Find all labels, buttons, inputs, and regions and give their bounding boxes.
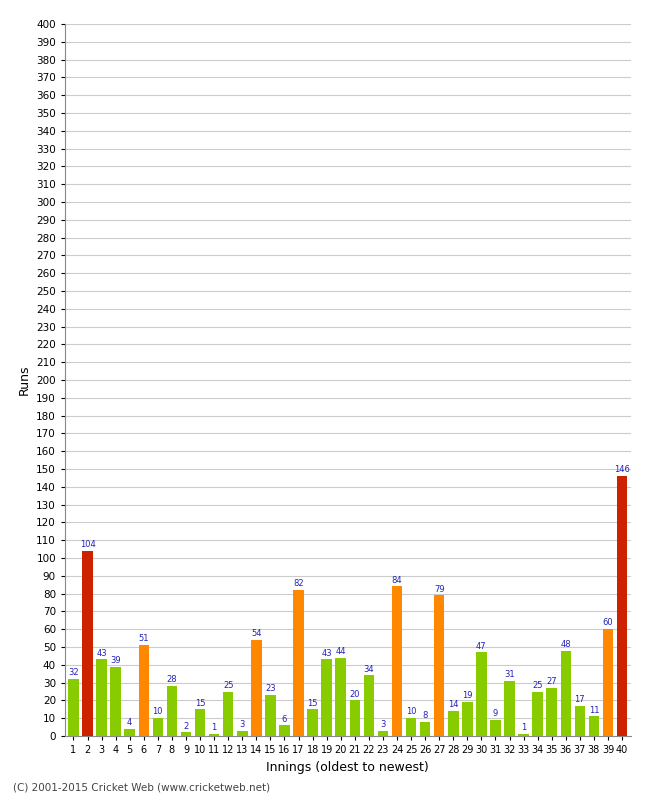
Text: 104: 104	[80, 540, 96, 549]
Bar	[504, 681, 515, 736]
Bar	[279, 726, 290, 736]
Text: 14: 14	[448, 700, 458, 710]
Bar	[560, 650, 571, 736]
Text: 43: 43	[321, 649, 332, 658]
Bar	[335, 658, 346, 736]
Bar	[420, 722, 430, 736]
Text: 31: 31	[504, 670, 515, 679]
Text: 51: 51	[138, 634, 149, 643]
Text: 11: 11	[589, 706, 599, 714]
Bar	[321, 659, 332, 736]
Text: 25: 25	[223, 681, 233, 690]
Bar	[251, 640, 261, 736]
Text: 10: 10	[153, 707, 163, 717]
Bar	[617, 476, 627, 736]
Bar	[83, 551, 93, 736]
Bar	[265, 695, 276, 736]
Bar	[547, 688, 557, 736]
Text: 54: 54	[251, 629, 261, 638]
Text: 2: 2	[183, 722, 188, 730]
Bar	[392, 586, 402, 736]
Text: 44: 44	[335, 647, 346, 656]
Bar	[307, 710, 318, 736]
Bar	[350, 701, 360, 736]
Text: 34: 34	[363, 665, 374, 674]
Bar	[589, 717, 599, 736]
Bar	[603, 630, 613, 736]
Bar	[223, 691, 233, 736]
Text: (C) 2001-2015 Cricket Web (www.cricketweb.net): (C) 2001-2015 Cricket Web (www.cricketwe…	[13, 782, 270, 792]
Bar	[166, 686, 177, 736]
Text: 28: 28	[166, 675, 177, 684]
Bar	[181, 733, 191, 736]
Bar	[476, 652, 487, 736]
Text: 32: 32	[68, 668, 79, 678]
Bar	[138, 646, 149, 736]
Text: 25: 25	[532, 681, 543, 690]
Text: 3: 3	[380, 720, 385, 729]
Text: 20: 20	[350, 690, 360, 698]
Text: 27: 27	[547, 677, 557, 686]
Bar	[68, 679, 79, 736]
Y-axis label: Runs: Runs	[18, 365, 31, 395]
Text: 84: 84	[392, 576, 402, 585]
Bar	[237, 730, 248, 736]
Bar	[518, 734, 529, 736]
Text: 47: 47	[476, 642, 487, 650]
Bar	[532, 691, 543, 736]
X-axis label: Innings (oldest to newest): Innings (oldest to newest)	[266, 761, 429, 774]
Text: 15: 15	[195, 698, 205, 707]
Bar	[378, 730, 388, 736]
Text: 8: 8	[422, 711, 428, 720]
Text: 15: 15	[307, 698, 318, 707]
Text: 1: 1	[521, 723, 526, 733]
Bar	[462, 702, 473, 736]
Bar	[293, 590, 304, 736]
Text: 6: 6	[281, 714, 287, 723]
Bar	[111, 666, 121, 736]
Text: 48: 48	[560, 640, 571, 649]
Bar	[195, 710, 205, 736]
Text: 60: 60	[603, 618, 614, 627]
Bar	[448, 711, 458, 736]
Bar	[209, 734, 220, 736]
Bar	[96, 659, 107, 736]
Text: 146: 146	[614, 466, 630, 474]
Text: 4: 4	[127, 718, 133, 727]
Text: 39: 39	[111, 656, 121, 665]
Bar	[124, 729, 135, 736]
Bar	[406, 718, 417, 736]
Text: 23: 23	[265, 684, 276, 694]
Text: 3: 3	[240, 720, 245, 729]
Text: 19: 19	[462, 691, 473, 701]
Text: 17: 17	[575, 695, 585, 704]
Bar	[363, 675, 374, 736]
Text: 9: 9	[493, 710, 498, 718]
Bar	[490, 720, 501, 736]
Text: 10: 10	[406, 707, 416, 717]
Text: 79: 79	[434, 585, 445, 594]
Bar	[575, 706, 585, 736]
Text: 1: 1	[211, 723, 216, 733]
Text: 43: 43	[96, 649, 107, 658]
Text: 82: 82	[293, 579, 304, 588]
Bar	[153, 718, 163, 736]
Bar	[434, 595, 445, 736]
